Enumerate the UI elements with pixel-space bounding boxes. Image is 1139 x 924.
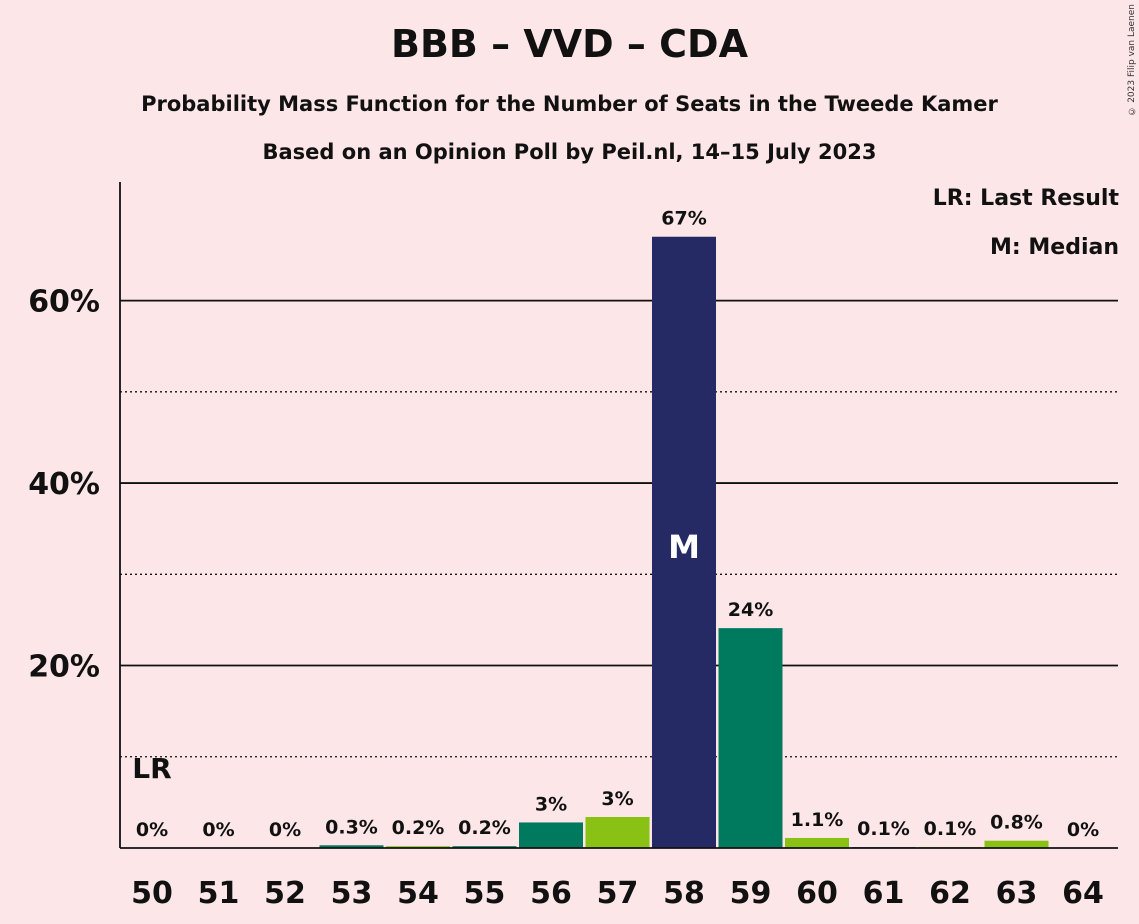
x-tick-label-50: 50 (131, 876, 173, 911)
data-label-bg (388, 813, 448, 840)
y-tick-label: 20% (28, 650, 100, 685)
data-label-bg (122, 815, 182, 841)
bar-57 (585, 816, 650, 848)
data-label-52: 0% (269, 819, 301, 841)
data-label-63: 0.8% (990, 812, 1043, 834)
data-label-53: 0.3% (325, 816, 378, 838)
data-label-bg (920, 814, 980, 841)
chart-subtitle: Probability Mass Function for the Number… (141, 92, 998, 116)
data-label-bg (1053, 815, 1113, 841)
data-label-64: 0% (1067, 819, 1099, 841)
x-tick-label-58: 58 (663, 876, 705, 911)
data-label-57: 3% (601, 788, 633, 810)
bar-54 (386, 846, 450, 848)
data-label-bg (188, 815, 249, 841)
bar-53 (319, 845, 384, 848)
chart-source: Based on an Opinion Poll by Peil.nl, 14–… (262, 140, 877, 164)
data-label-56: 3% (535, 793, 567, 815)
bar-60 (785, 837, 849, 848)
data-labels: 0% LR 0% 0% 0.3% 0.2% 0.2% 3% 3% 67% M 24% 1.1% 0.1% 0… (122, 203, 1113, 841)
x-tick-label-54: 54 (397, 876, 439, 911)
x-tick-label-55: 55 (464, 876, 506, 911)
data-label-54: 0.2% (392, 817, 445, 839)
x-tick-label-63: 63 (996, 876, 1038, 911)
last-result-marker: LR (132, 752, 171, 785)
x-tick-label-59: 59 (730, 876, 772, 911)
gridlines (120, 299, 1118, 758)
data-label-bg (587, 783, 648, 810)
legend-last-result: LR: Last Result (932, 186, 1119, 211)
data-label-bg (986, 807, 1047, 834)
data-label-bg (321, 812, 382, 839)
data-label-bg (720, 595, 781, 622)
data-label-61: 0.1% (857, 818, 910, 840)
axes: 20% 40% 60% 50 51 52 53 54 55 56 57 58 59 60 61 62 63 64 (28, 182, 1118, 911)
x-tick-label-57: 57 (597, 876, 639, 911)
data-label-50: 0% (136, 819, 168, 841)
x-tick-label-60: 60 (796, 876, 838, 911)
data-label-bg (454, 813, 515, 840)
bar-58 (652, 236, 716, 848)
chart-title: BBB – VVD – CDA (390, 22, 748, 66)
data-label-bg (787, 804, 847, 831)
x-tick-label-53: 53 (331, 876, 373, 911)
x-tick-label-51: 51 (198, 876, 240, 911)
data-label-bg (654, 203, 714, 230)
data-label-bg (255, 815, 315, 841)
bar-55 (452, 846, 517, 848)
bars (319, 236, 1049, 848)
x-tick-label-52: 52 (264, 876, 306, 911)
data-label-58: 67% (661, 208, 706, 230)
y-tick-label: 60% (28, 285, 100, 320)
data-label-bg (853, 814, 914, 841)
data-label-51: 0% (202, 819, 234, 841)
x-tick-label-64: 64 (1062, 876, 1104, 911)
x-tick-label-61: 61 (863, 876, 905, 911)
data-label-bg (521, 789, 581, 816)
data-label-60: 1.1% (791, 809, 844, 831)
bar-56 (519, 822, 583, 848)
median-marker: M (668, 528, 700, 566)
x-tick-label-62: 62 (929, 876, 971, 911)
data-label-59: 24% (728, 599, 773, 621)
y-tick-label: 40% (28, 467, 100, 502)
legend-median: M: Median (990, 235, 1119, 260)
bar-59 (718, 628, 783, 848)
bar-63 (984, 840, 1049, 848)
data-label-55: 0.2% (458, 817, 511, 839)
data-label-62: 0.1% (924, 818, 977, 840)
x-tick-label-56: 56 (530, 876, 572, 911)
